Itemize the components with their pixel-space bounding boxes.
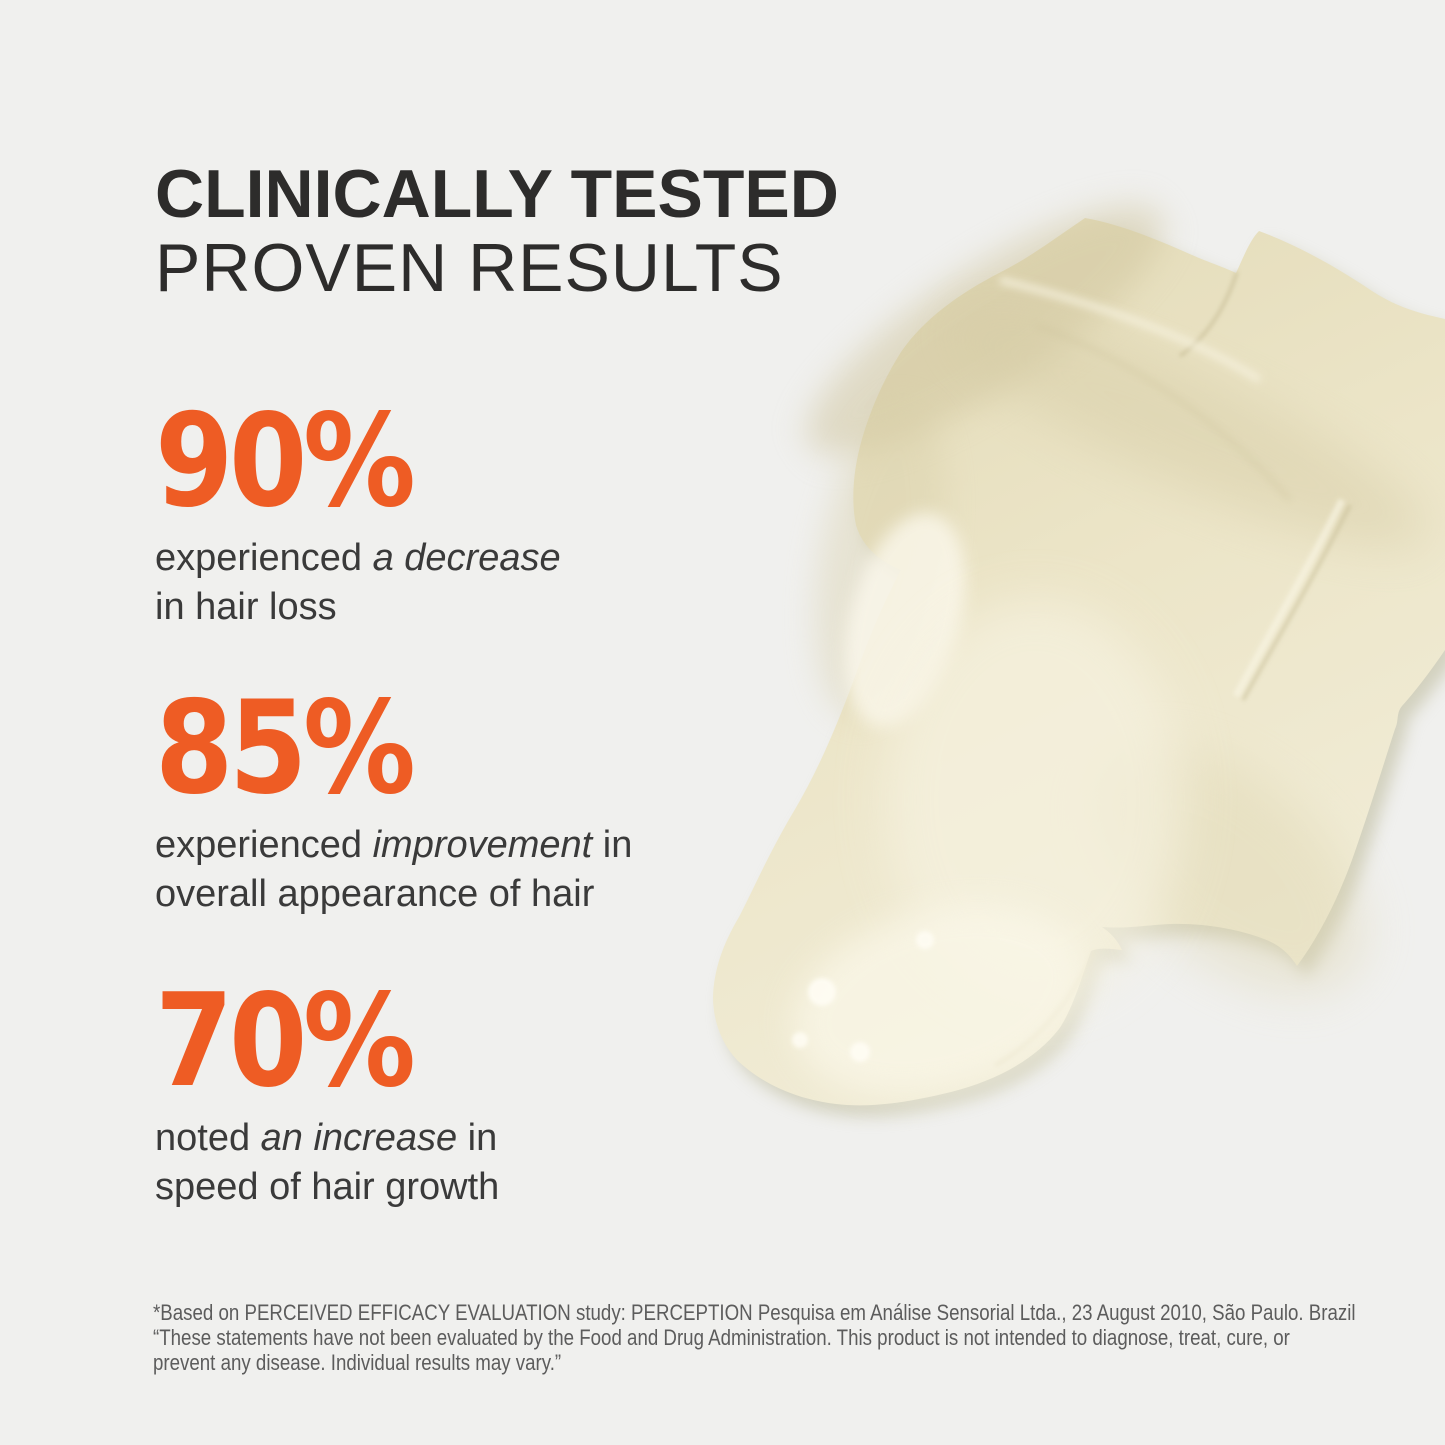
- stat-desc-italic: improvement: [372, 824, 593, 866]
- stat-desc-text: in hair loss: [155, 586, 337, 628]
- headline: CLINICALLY TESTED PROVEN RESULTS: [155, 157, 839, 305]
- stat-desc-text: in: [457, 1117, 498, 1159]
- stat-value: 90%: [155, 387, 416, 536]
- disclaimer-line-2: “These statements have not been evaluate…: [153, 1325, 1290, 1350]
- stat-description: experienced improvement in overall appear…: [155, 821, 632, 919]
- stat-description: experienced a decrease in hair loss: [155, 534, 561, 632]
- stat-desc-text: experienced: [155, 537, 373, 579]
- disclaimer-line-1: *Based on PERCEIVED EFFICACY EVALUATION …: [153, 1300, 1356, 1325]
- stat-desc-italic: an increase: [260, 1117, 458, 1159]
- stat-desc-italic: a decrease: [372, 537, 561, 579]
- cream-highlights: [792, 276, 1346, 1096]
- disclaimer: *Based on PERCEIVED EFFICACY EVALUATION …: [153, 1300, 1356, 1375]
- headline-line1: CLINICALLY TESTED: [155, 156, 839, 232]
- stat-description: noted an increase in speed of hair growth: [155, 1114, 499, 1212]
- headline-line2: PROVEN RESULTS: [155, 230, 784, 306]
- stat-desc-text: overall appearance of hair: [155, 873, 595, 915]
- stat-value: 85%: [155, 674, 416, 823]
- stat-desc-text: noted: [155, 1117, 261, 1159]
- stat-desc-text: speed of hair growth: [155, 1166, 500, 1208]
- stat-desc-text: experienced: [155, 824, 373, 866]
- disclaimer-line-3: prevent any disease. Individual results …: [153, 1350, 562, 1375]
- stat-desc-text: in: [592, 824, 633, 866]
- stat-value: 70%: [155, 967, 416, 1116]
- stat-block-85: 85% experienced improvement in overall ap…: [155, 685, 632, 919]
- stat-block-70: 70% noted an increase in speed of hair gr…: [155, 978, 499, 1212]
- stat-block-90: 90% experienced a decrease in hair loss: [155, 398, 561, 632]
